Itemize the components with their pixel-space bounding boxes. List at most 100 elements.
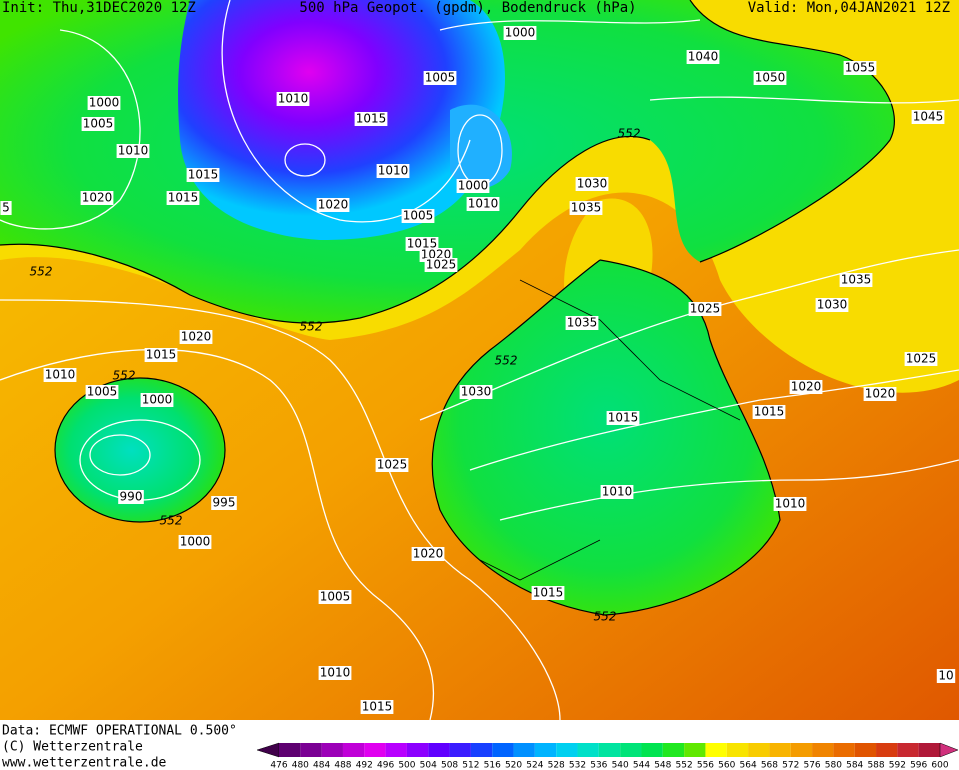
label-bg <box>686 50 720 64</box>
colorbar-swatch <box>726 743 749 757</box>
label-bg <box>936 669 956 683</box>
label-bg <box>144 348 178 362</box>
label-bg <box>459 385 493 399</box>
colorbar-swatch <box>406 743 429 757</box>
map-title: 500 hPa Geopot. (gpdm), Bodendruck (hPa) <box>299 0 636 16</box>
isobar-label: 1020 <box>82 191 113 205</box>
isobar-label: 1040 <box>688 50 719 64</box>
label-bg <box>316 198 350 212</box>
colorbar-label: 596 <box>910 761 927 770</box>
colorbar-label: 524 <box>526 761 543 770</box>
label-bg <box>0 201 12 215</box>
colorbar-swatch <box>321 743 343 757</box>
label-bg <box>600 485 634 499</box>
isobar-label: 1000 <box>142 393 173 407</box>
colorbar-label: 520 <box>505 761 522 770</box>
label-bg <box>789 380 823 394</box>
label-bg <box>80 191 114 205</box>
colorbar-label: 544 <box>633 761 650 770</box>
isobar-label: 1015 <box>146 348 177 362</box>
isobar-label: 1015 <box>188 168 219 182</box>
colorbar-swatch <box>684 743 706 757</box>
isobar-label: 1020 <box>413 547 444 561</box>
isobar-label: 1050 <box>755 71 786 85</box>
colorbar-swatch <box>342 743 365 757</box>
label-bg <box>401 209 435 223</box>
isobar-label: 1000 <box>89 96 120 110</box>
isobar-label: 1030 <box>461 385 492 399</box>
colorbar-swatch <box>620 743 642 757</box>
colorbar-swatch <box>300 743 322 757</box>
label-bg <box>211 496 237 510</box>
isobar-label: 1020 <box>865 387 896 401</box>
label-bg <box>773 497 807 511</box>
isobar-label: 5 <box>2 201 10 215</box>
colorbar-swatch <box>833 743 855 757</box>
colorbar-label: 592 <box>889 761 906 770</box>
isobar-label: 1010 <box>320 666 351 680</box>
isohypse-label: 552 <box>113 369 136 383</box>
label-bg <box>815 298 849 312</box>
colorbar-label: 484 <box>313 761 330 770</box>
label-bg <box>405 237 439 251</box>
colorbar-label: 512 <box>462 761 479 770</box>
colorbar-swatch <box>897 743 919 757</box>
isobar-label: 1015 <box>533 586 564 600</box>
label-bg <box>753 71 787 85</box>
colorbar-label: 508 <box>441 761 458 770</box>
isobar-label: 1035 <box>841 273 872 287</box>
colorbar-label: 480 <box>292 761 309 770</box>
label-bg <box>503 26 537 40</box>
colorbar-swatch <box>876 743 898 757</box>
colorbar-arrow <box>939 742 959 758</box>
label-bg <box>166 191 200 205</box>
label-bg <box>752 405 786 419</box>
label-bg <box>81 117 115 131</box>
isobar-label: 1020 <box>181 330 212 344</box>
colorbar-label: 516 <box>484 761 501 770</box>
isobar-label: 1000 <box>505 26 536 40</box>
colorbar-swatch <box>449 743 471 757</box>
label-bg <box>843 61 877 75</box>
colorbar-swatch <box>577 743 599 757</box>
colorbar-label: 528 <box>548 761 565 770</box>
label-bg <box>904 352 938 366</box>
colorbar-label: 500 <box>398 761 415 770</box>
label-bg <box>376 164 410 178</box>
isobar-label: 1005 <box>87 385 118 399</box>
isobar-label: 1025 <box>426 258 457 272</box>
label-bg <box>411 547 445 561</box>
colorbar-label: 584 <box>846 761 863 770</box>
label-bg <box>360 700 394 714</box>
label-bg <box>178 535 212 549</box>
isohypse-label: 552 <box>30 265 53 279</box>
isobar-label: 1045 <box>913 110 944 124</box>
colorbar-label: 572 <box>782 761 799 770</box>
isobar-label: 1000 <box>180 535 211 549</box>
label-bg <box>911 110 945 124</box>
isobar-label: 1015 <box>608 411 639 425</box>
isobar-label: 1000 <box>458 179 489 193</box>
colorbar-swatch <box>428 743 450 757</box>
isobar-label: 1005 <box>403 209 434 223</box>
colorbar-label: 580 <box>825 761 842 770</box>
colorbar-label: 576 <box>803 761 820 770</box>
valid-text: Valid: Mon,04JAN2021 12Z <box>748 0 950 16</box>
label-bg <box>116 144 150 158</box>
colorbar-label: 536 <box>590 761 607 770</box>
init-text: Init: Thu,31DEC2020 12Z <box>2 0 196 16</box>
isobar-label: 990 <box>120 490 143 504</box>
label-bg <box>118 490 144 504</box>
isobar-label: 1015 <box>168 191 199 205</box>
label-bg <box>423 71 457 85</box>
colorbar-label: 476 <box>270 761 287 770</box>
isobar-label: 1010 <box>378 164 409 178</box>
label-bg <box>565 316 599 330</box>
label-bg <box>318 666 352 680</box>
isobar-label: 1005 <box>83 117 114 131</box>
colorbar-swatch <box>918 743 940 757</box>
isobar-label: 1010 <box>468 197 499 211</box>
label-bg <box>375 458 409 472</box>
isohypse-label: 552 <box>594 610 617 624</box>
